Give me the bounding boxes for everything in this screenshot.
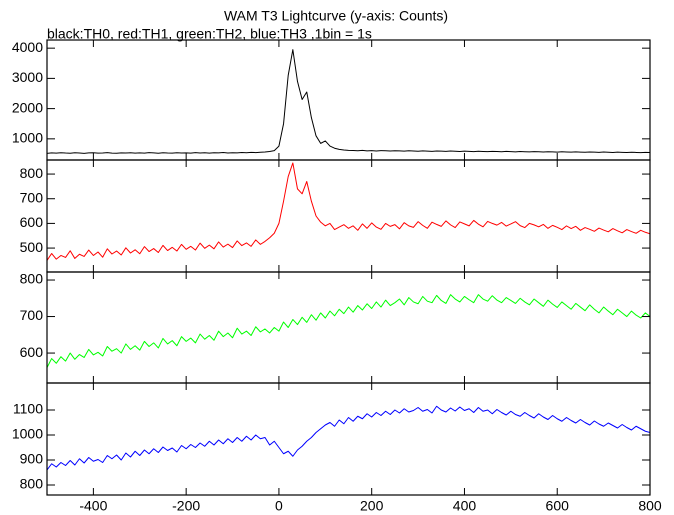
y-tick-label: 4000 [12, 39, 43, 55]
y-tick-label: 800 [20, 271, 44, 287]
y-tick-label: 1000 [12, 426, 43, 442]
y-tick-label: 1000 [12, 130, 43, 146]
y-tick-label: 500 [20, 239, 44, 255]
y-tick-label: 1100 [13, 401, 43, 417]
y-tick-label: 3000 [12, 69, 43, 85]
x-tick-label: 800 [638, 498, 662, 514]
x-tick-label: 400 [453, 498, 477, 514]
y-tick-label: 700 [20, 189, 44, 205]
chart-title: WAM T3 Lightcurve (y-axis: Counts) [224, 8, 448, 24]
y-tick-label: 800 [20, 476, 44, 492]
data-line [47, 49, 650, 154]
x-tick-label: 0 [275, 498, 283, 514]
x-tick-label: 200 [360, 498, 384, 514]
panel-frame [46, 271, 651, 384]
x-tick-label: 600 [546, 498, 570, 514]
data-line [47, 294, 650, 368]
y-tick-label: 600 [20, 214, 44, 230]
data-line [47, 162, 650, 261]
panel-frame [46, 382, 651, 496]
data-line [47, 405, 650, 471]
y-tick-label: 800 [20, 165, 44, 181]
panel-frame [46, 39, 651, 161]
chart-subtitle: black:TH0, red:TH1, green:TH2, blue:TH3 … [47, 26, 372, 42]
x-tick-label: -400 [79, 498, 107, 514]
y-tick-label: 2000 [12, 99, 43, 115]
y-tick-label: 900 [20, 451, 44, 467]
y-tick-label: 700 [20, 307, 44, 323]
panel-frame [46, 159, 651, 273]
y-tick-label: 600 [20, 344, 44, 360]
x-tick-label: -200 [172, 498, 200, 514]
